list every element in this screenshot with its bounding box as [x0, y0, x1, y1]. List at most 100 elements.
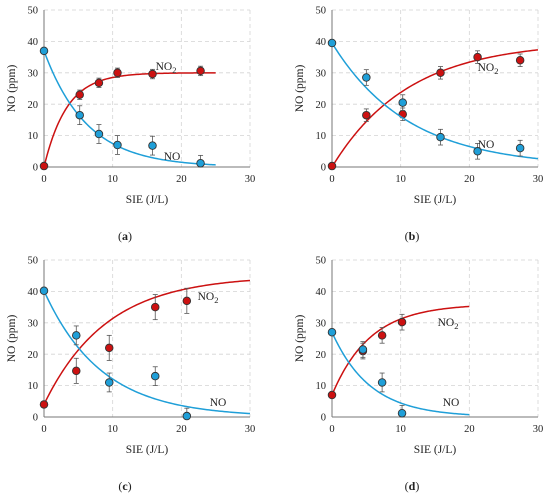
data-point-no — [113, 140, 122, 150]
data-point-no — [515, 143, 525, 153]
data-point-no2 — [150, 302, 160, 312]
y-axis-label: NO (ppm) — [294, 65, 306, 113]
data-point-no — [436, 132, 445, 142]
y-tick-label: 0 — [33, 413, 38, 424]
data-point-no2 — [39, 400, 49, 409]
series-label-no: NO — [210, 397, 227, 409]
series-no2: NO2 — [39, 279, 250, 409]
y-tick-label: 50 — [316, 256, 327, 267]
data-point-no2 — [39, 161, 49, 171]
fit-curve-no — [332, 42, 538, 160]
chart-panel-3: 0 10 20 30 40 50 0 10 20 30 SIE (J/L) NO (ppm) (c) NO… — [6, 256, 255, 493]
data-point-no2 — [72, 366, 81, 376]
x-tick-label: 30 — [245, 174, 256, 185]
fit-curve-no2 — [44, 72, 216, 167]
data-point-no2 — [397, 317, 407, 327]
x-tick-label: 0 — [329, 174, 334, 185]
x-tick-label: 10 — [395, 174, 406, 185]
y-tick-label: 30 — [28, 68, 39, 79]
data-point-no2 — [113, 68, 122, 78]
x-tick-label: 10 — [107, 424, 118, 435]
y-tick-label: 10 — [316, 131, 327, 142]
data-point-no — [150, 371, 160, 381]
y-tick-label: 10 — [28, 381, 39, 392]
data-point-no — [72, 331, 81, 340]
data-point-no2 — [362, 110, 371, 120]
y-axis-label: NO (ppm) — [294, 315, 306, 363]
y-tick-label: 50 — [28, 256, 39, 267]
fit-curve-no — [44, 50, 216, 166]
y-tick-label: 10 — [28, 131, 39, 142]
y-tick-label: 10 — [316, 381, 327, 392]
y-tick-label: 40 — [316, 287, 327, 298]
y-tick-label: 20 — [28, 100, 39, 111]
data-point-no2 — [436, 68, 445, 78]
chart-panel-2: 0 10 20 30 40 50 0 10 20 30 SIE (J/L) NO (ppm) (b) NO… — [294, 6, 543, 243]
series-label-no2: NO2 — [156, 61, 177, 75]
data-point-no — [397, 408, 407, 418]
y-tick-label: 50 — [316, 6, 327, 17]
panel-label: (b) — [405, 229, 420, 243]
series-no2: NO2 — [39, 61, 216, 171]
y-tick-label: 0 — [321, 163, 326, 174]
x-tick-label: 20 — [176, 424, 187, 435]
data-point-no — [327, 327, 337, 337]
x-tick-label: 20 — [176, 174, 187, 185]
data-point-no — [362, 73, 371, 82]
data-point-no — [94, 129, 104, 139]
data-point-no — [39, 286, 49, 296]
data-point-no2 — [104, 343, 114, 353]
series-no2: NO2 — [327, 305, 470, 400]
data-point-no2 — [377, 331, 387, 340]
series-label-no: NO — [164, 151, 181, 163]
y-tick-label: 50 — [28, 6, 39, 17]
data-point-no2 — [182, 296, 192, 306]
data-point-no2 — [473, 52, 482, 62]
fit-curve-no2 — [332, 49, 538, 167]
y-tick-label: 40 — [316, 37, 327, 48]
x-tick-label: 30 — [533, 424, 544, 435]
panel-label: (c) — [118, 479, 131, 493]
y-tick-label: 30 — [316, 318, 327, 329]
x-axis-label: SIE (J/L) — [126, 444, 169, 456]
series-label-no2: NO2 — [438, 317, 459, 331]
x-tick-label: 10 — [395, 424, 406, 435]
x-axis-label: SIE (J/L) — [414, 194, 457, 206]
y-axis-label: NO (ppm) — [6, 315, 18, 363]
fit-curve-no2 — [44, 279, 250, 405]
data-point-no2 — [327, 161, 337, 171]
chart-panel-1: 0 10 20 30 40 50 0 10 20 30 SIE (J/L) NO (ppm) (a) NO… — [6, 6, 255, 243]
x-tick-label: 30 — [245, 424, 256, 435]
x-tick-label: 0 — [41, 174, 46, 185]
x-tick-label: 20 — [464, 174, 475, 185]
series-no: NO — [39, 286, 250, 421]
chart-panel-4: 0 10 20 30 40 50 0 10 20 30 SIE (J/L) NO (ppm) (d) NO… — [294, 256, 543, 493]
series-label-no2: NO2 — [478, 62, 499, 76]
data-point-no2 — [515, 55, 525, 65]
data-point-no2 — [94, 78, 104, 88]
series-label-no: NO — [478, 139, 495, 151]
y-tick-label: 20 — [316, 100, 327, 111]
y-tick-label: 30 — [28, 318, 39, 329]
data-point-no2 — [196, 66, 205, 76]
data-point-no — [39, 46, 49, 56]
series-no2: NO2 — [327, 49, 538, 171]
y-axis-label: NO (ppm) — [6, 65, 18, 113]
series-label-no: NO — [443, 397, 460, 409]
data-point-no — [148, 141, 157, 150]
panel-label: (d) — [405, 479, 420, 493]
x-axis-label: SIE (J/L) — [414, 444, 457, 456]
data-point-no — [327, 38, 337, 48]
data-point-no2 — [148, 69, 157, 79]
x-axis-label: SIE (J/L) — [126, 194, 169, 206]
x-tick-label: 0 — [41, 424, 46, 435]
data-point-no — [75, 110, 84, 120]
y-tick-label: 0 — [33, 163, 38, 174]
x-tick-label: 10 — [107, 174, 118, 185]
y-tick-label: 20 — [28, 350, 39, 361]
series-no: NO — [327, 327, 470, 418]
series-label-no2: NO2 — [198, 291, 219, 305]
series-no: NO — [327, 38, 538, 160]
data-point-no — [398, 98, 407, 107]
